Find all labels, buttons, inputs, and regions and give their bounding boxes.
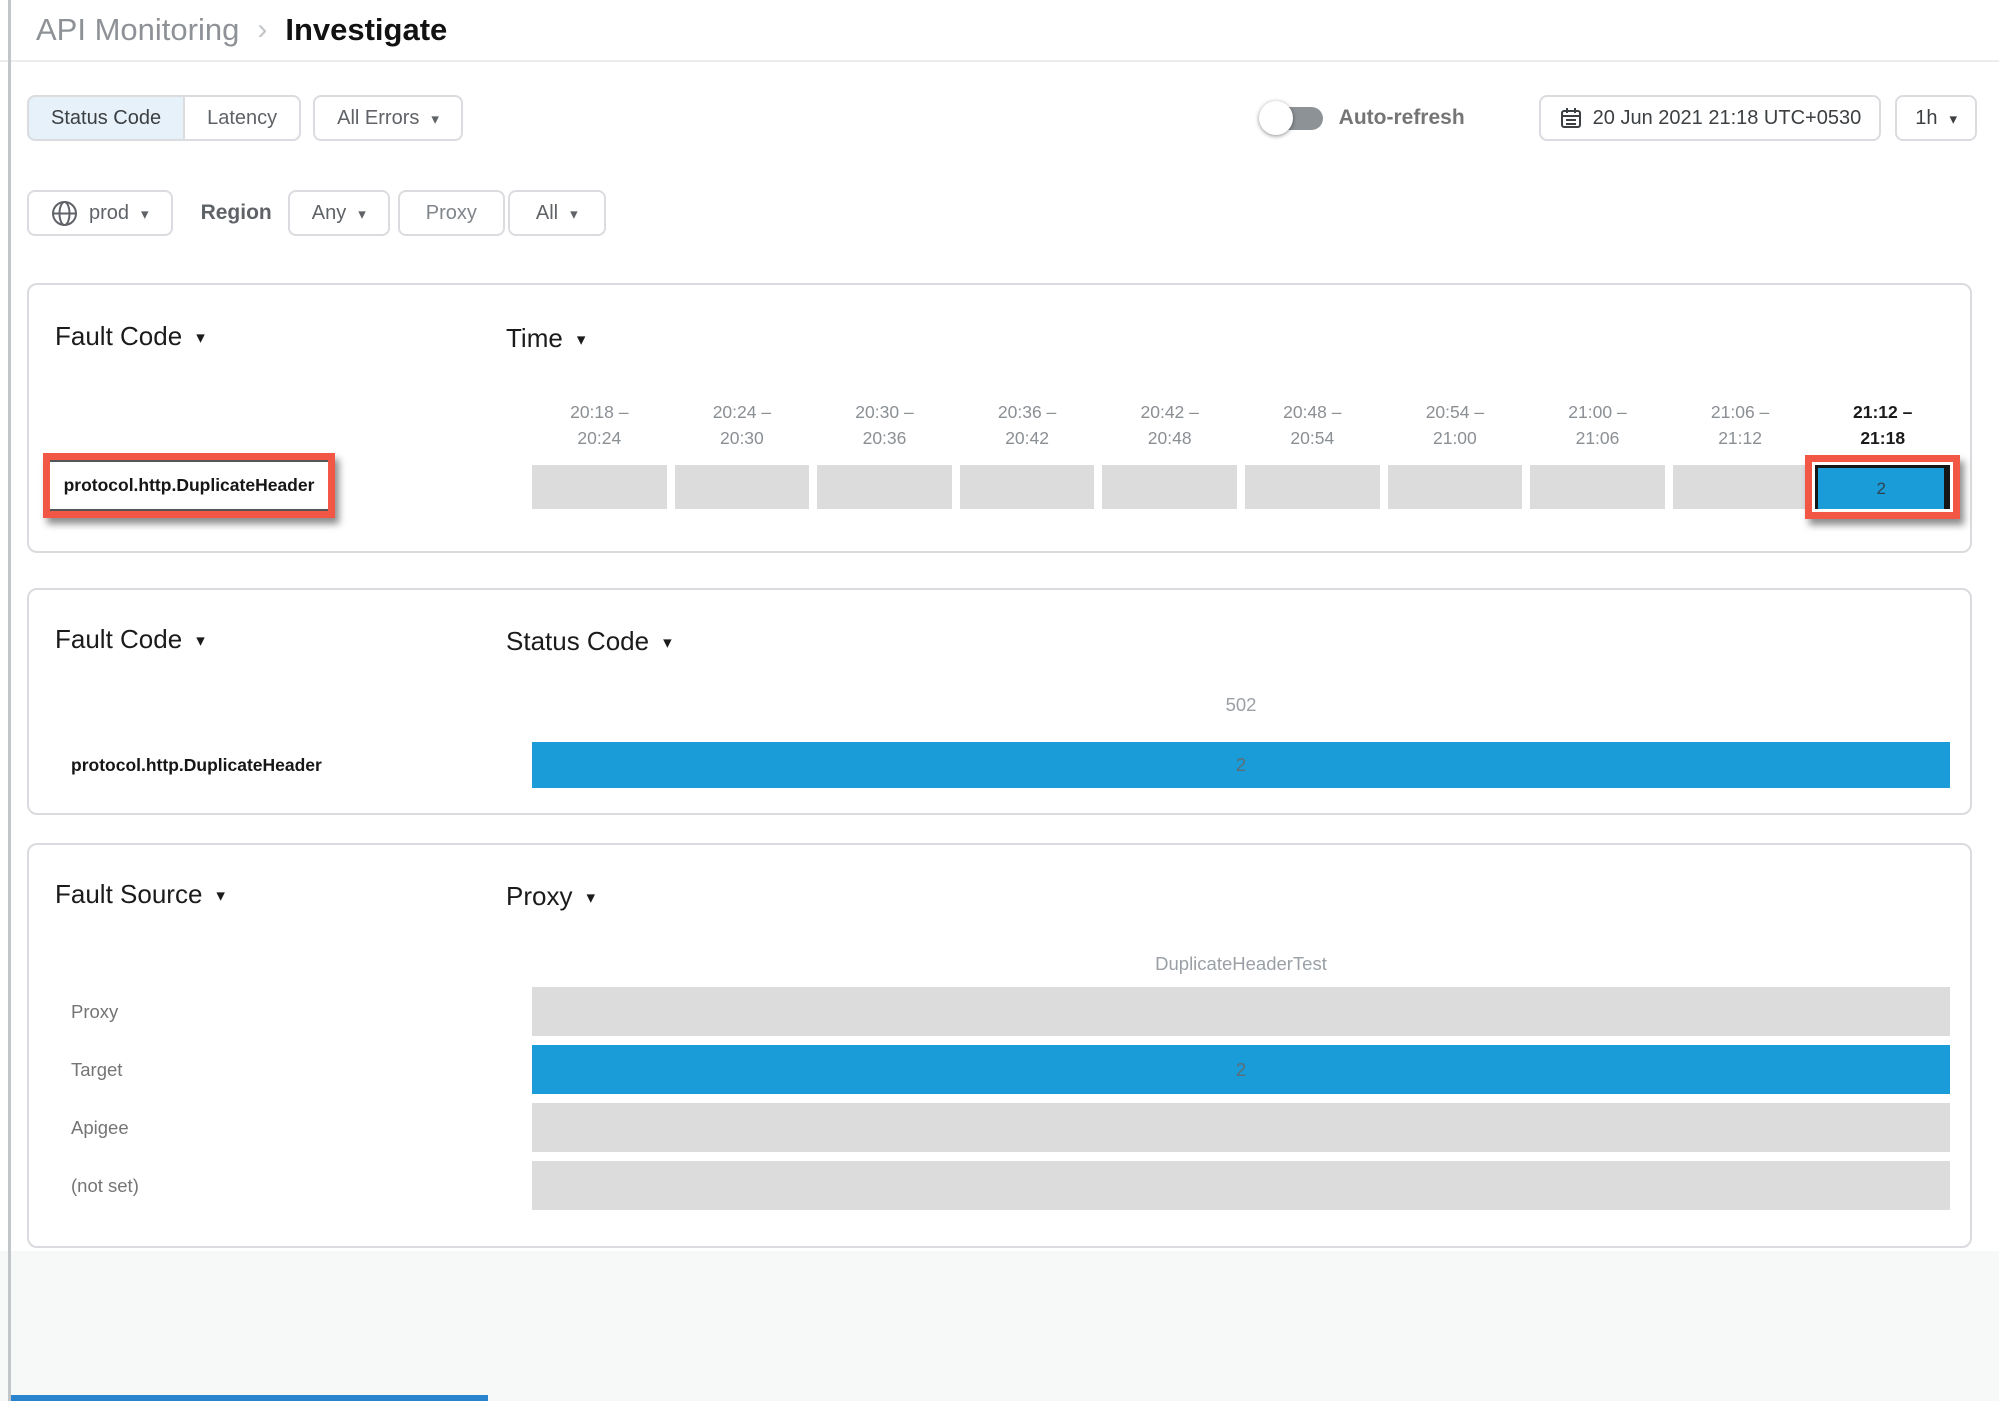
col-dimension-label: Proxy xyxy=(506,880,573,911)
fault-source-bar[interactable]: 2 xyxy=(532,1045,1950,1094)
heatmap-cell[interactable] xyxy=(1672,465,1808,509)
caret-down-icon xyxy=(216,887,225,904)
time-bucket-label: 20:36 –20:42 xyxy=(997,402,1057,448)
heatmap-cell[interactable] xyxy=(1245,465,1380,509)
heatmap-cell[interactable] xyxy=(959,465,1095,509)
caret-down-icon xyxy=(577,331,586,348)
col-dimension-dropdown[interactable]: Status Code xyxy=(506,624,672,658)
calendar-icon xyxy=(1560,108,1581,128)
globe-icon xyxy=(52,200,77,226)
page-footer-area xyxy=(0,1251,1999,1401)
time-bucket-label: 20:54 –21:00 xyxy=(1425,402,1485,448)
fault-source-row: Target 2 xyxy=(55,1045,1950,1094)
caret-down-icon xyxy=(196,329,205,346)
page-title: Investigate xyxy=(285,12,448,47)
caret-down-icon xyxy=(570,207,578,222)
caret-down-icon xyxy=(1949,112,1957,127)
time-range-dropdown[interactable]: 1h xyxy=(1895,95,1977,141)
auto-refresh-toggle[interactable] xyxy=(1258,100,1325,136)
status-code-column-label: 502 xyxy=(1225,694,1257,715)
row-dimension-dropdown[interactable]: Fault Source xyxy=(55,879,225,910)
panel-faultcode-by-statuscode: Fault Code Status Code 502 protocol.http… xyxy=(27,588,1972,815)
col-dimension-dropdown[interactable]: Proxy xyxy=(506,879,595,913)
fault-source-label: Proxy xyxy=(71,1000,119,1022)
row-dimension-dropdown[interactable]: Fault Code xyxy=(55,624,205,655)
heatmap-cell[interactable] xyxy=(1387,465,1523,509)
row-dimension-label: Fault Code xyxy=(55,321,183,351)
proxy-column-label: DuplicateHeaderTest xyxy=(1155,953,1327,974)
fault-source-label: Apigee xyxy=(71,1116,129,1138)
caret-down-icon xyxy=(196,632,205,649)
fault-code-row-label: protocol.http.DuplicateHeader xyxy=(50,460,328,511)
fault-source-row: Proxy xyxy=(55,987,1950,1036)
annotation-highlight-box: protocol.http.DuplicateHeader xyxy=(43,453,335,518)
time-bucket-label-current: 21:12 –21:18 xyxy=(1853,402,1913,448)
proxy-dropdown[interactable]: All xyxy=(507,190,606,236)
region-label: Region xyxy=(200,201,272,224)
time-bucket-label: 20:24 –20:30 xyxy=(712,402,772,448)
fault-source-bar[interactable] xyxy=(532,1161,1950,1210)
fault-source-bar[interactable] xyxy=(532,1103,1950,1152)
caret-down-icon xyxy=(141,207,149,222)
environment-dropdown[interactable]: prod xyxy=(27,190,173,236)
datetime-picker[interactable]: 20 Jun 2021 21:18 UTC+0530 xyxy=(1538,95,1882,141)
errors-dropdown-label: All Errors xyxy=(337,106,420,129)
auto-refresh-label: Auto-refresh xyxy=(1338,106,1465,129)
heatmap-cell[interactable] xyxy=(1102,465,1237,509)
proxy-dropdown-value: All xyxy=(535,201,559,224)
col-dimension-label: Time xyxy=(506,322,563,353)
row-dimension-label: Fault Source xyxy=(55,879,203,909)
tab-status-code[interactable]: Status Code xyxy=(27,95,185,141)
region-value: Any xyxy=(311,201,347,224)
time-bucket-label: 20:48 –20:54 xyxy=(1283,402,1342,448)
errors-dropdown[interactable]: All Errors xyxy=(313,95,463,141)
fault-source-row: (not set) xyxy=(55,1161,1950,1210)
panel-faultcode-by-time: Fault Code Time protocol.http.DuplicateH… xyxy=(27,283,1972,553)
page-left-border xyxy=(8,0,11,1401)
caret-down-icon xyxy=(663,634,672,651)
time-bucket-label: 20:30 –20:36 xyxy=(855,402,914,448)
caret-down-icon xyxy=(586,889,595,906)
fault-source-bar[interactable] xyxy=(532,987,1950,1036)
fault-source-row: Apigee xyxy=(55,1103,1950,1152)
time-bucket-label: 20:18 –20:24 xyxy=(570,402,629,448)
datetime-value: 20 Jun 2021 21:18 UTC+0530 xyxy=(1592,106,1862,129)
col-dimension-dropdown[interactable]: Time xyxy=(506,321,585,355)
heatmap-cell[interactable] xyxy=(674,465,810,509)
toggle-knob xyxy=(1258,101,1293,135)
time-bucket-label: 21:00 –21:06 xyxy=(1568,402,1627,448)
row-dimension-dropdown[interactable]: Fault Code xyxy=(55,321,205,352)
heatmap-cell-selected[interactable]: 2 xyxy=(1815,465,1950,509)
fault-code-row-label: protocol.http.DuplicateHeader xyxy=(71,754,322,775)
col-dimension-label: Status Code xyxy=(506,625,650,656)
time-bucket-label: 20:42 –20:48 xyxy=(1140,402,1199,448)
panel-faultsource-by-proxy: Fault Source Proxy DuplicateHeaderTest P… xyxy=(27,843,1972,1248)
row-dimension-label: Fault Code xyxy=(55,624,183,654)
annotation-highlight-box xyxy=(1805,455,1960,519)
fault-source-label: (not set) xyxy=(71,1174,139,1196)
environment-value: prod xyxy=(89,201,130,224)
time-bucket-label: 21:06 –21:12 xyxy=(1710,402,1770,448)
breadcrumb: API Monitoring Investigate xyxy=(0,0,1999,62)
breadcrumb-parent-link[interactable]: API Monitoring xyxy=(36,12,240,47)
heatmap-cell[interactable] xyxy=(1530,465,1665,509)
time-range-value: 1h xyxy=(1915,106,1938,129)
filter-toolbar: Status Code Latency All Errors Auto-refr… xyxy=(0,62,1999,236)
caret-down-icon xyxy=(358,207,366,222)
status-code-bar[interactable]: 2 xyxy=(532,742,1950,788)
clipped-blue-bar xyxy=(8,1395,488,1401)
fault-source-label: Target xyxy=(71,1058,123,1080)
region-dropdown[interactable]: Any xyxy=(287,190,390,236)
chevron-right-icon xyxy=(257,13,267,47)
caret-down-icon xyxy=(431,112,439,127)
heatmap-cell[interactable] xyxy=(817,465,952,509)
heatmap-cell[interactable] xyxy=(532,465,667,509)
tab-latency[interactable]: Latency xyxy=(184,95,302,141)
proxy-filter-label: Proxy xyxy=(397,190,505,236)
